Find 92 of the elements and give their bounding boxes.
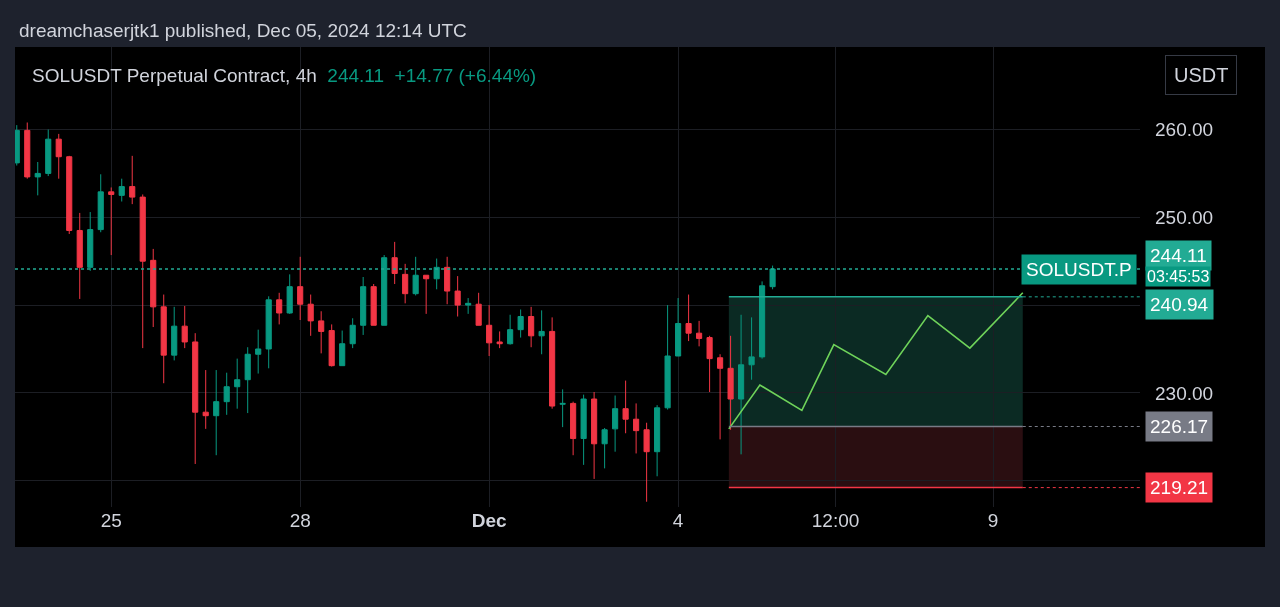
y-tick-label: 260.00 xyxy=(1155,119,1214,141)
x-tick-label: 25 xyxy=(100,510,122,531)
candlestick xyxy=(76,212,83,300)
text: 03:45:53 xyxy=(1147,268,1210,285)
candlestick xyxy=(45,129,52,177)
ref-line-label: 226.17 xyxy=(1150,416,1209,437)
candlestick xyxy=(454,275,461,317)
candlestick xyxy=(717,353,724,440)
candlestick xyxy=(727,335,734,431)
candlestick xyxy=(171,306,178,361)
candlestick xyxy=(528,306,535,348)
candlestick xyxy=(150,248,157,328)
candlestick xyxy=(423,274,430,315)
candlestick xyxy=(34,161,41,196)
candlestick xyxy=(286,273,293,315)
candlestick xyxy=(402,263,409,304)
candlestick xyxy=(444,256,451,305)
text: USDT xyxy=(1174,64,1229,86)
candlestick xyxy=(24,122,31,180)
candlestick xyxy=(769,265,776,290)
annotation: SOLUSDT.P xyxy=(1026,259,1132,280)
y-tick-label: 250.00 xyxy=(1155,206,1214,228)
text: SOLUSDT Perpetual Contract, 4h xyxy=(32,65,317,86)
candlestick xyxy=(265,295,272,369)
candlestick xyxy=(622,380,629,434)
candlestick xyxy=(486,304,493,357)
candlestick xyxy=(360,276,367,336)
candlestick xyxy=(370,283,377,326)
candlestick xyxy=(139,193,146,349)
candlestick xyxy=(192,332,199,465)
x-tick-label: Dec xyxy=(471,510,507,531)
candlestick xyxy=(276,292,283,325)
x-tick-label: 9 xyxy=(987,510,999,531)
candlestick xyxy=(538,309,545,355)
candlestick xyxy=(66,155,73,235)
candlestick xyxy=(591,391,598,480)
candlestick xyxy=(213,369,220,456)
candlestick xyxy=(118,178,125,202)
candlestick xyxy=(664,304,671,411)
candlestick xyxy=(234,358,241,410)
candlestick xyxy=(633,402,640,454)
candlestick xyxy=(181,305,188,349)
candlestick xyxy=(391,241,398,285)
candlestick xyxy=(339,330,346,367)
candlestick xyxy=(108,186,115,256)
candlestick xyxy=(496,330,503,349)
candlestick xyxy=(570,401,577,456)
candlestick xyxy=(601,427,608,469)
y-tick-label: 230.00 xyxy=(1155,382,1214,404)
candlestick xyxy=(87,211,94,272)
candlestick xyxy=(748,316,755,381)
candlestick xyxy=(223,372,230,416)
ref-line-label: 244.11 xyxy=(1150,245,1207,266)
candlestick xyxy=(549,316,556,410)
candlestick xyxy=(349,317,356,349)
candlestick xyxy=(475,292,482,326)
candlestick xyxy=(129,155,136,205)
candlestick xyxy=(297,256,304,321)
candlestick xyxy=(160,294,167,384)
candlestick xyxy=(643,422,650,503)
x-tick-label: 4 xyxy=(672,510,684,531)
candlestick xyxy=(675,297,682,357)
x-tick-label: 28 xyxy=(289,510,311,531)
candlestick xyxy=(433,258,440,290)
text: dreamchaserjtk1 published, Dec 05, 2024 12:14 UTC xyxy=(19,20,467,41)
candlestick xyxy=(612,395,619,453)
ref-line-label: 219.21 xyxy=(1150,477,1209,498)
candlestick xyxy=(255,329,262,375)
candlestick xyxy=(381,254,388,326)
ref-line-label: 240.94 xyxy=(1150,294,1209,315)
candlestick xyxy=(507,314,514,346)
text: 244.11 +14.77 (+6.44%) xyxy=(327,65,537,86)
candlestick xyxy=(696,320,703,347)
candlestick xyxy=(55,133,62,180)
candlestick xyxy=(328,323,335,368)
candlestick xyxy=(759,280,766,360)
candlestick xyxy=(412,256,419,296)
candlestick xyxy=(202,369,209,430)
candlestick xyxy=(244,346,251,414)
candlestick xyxy=(685,294,692,342)
candlestick xyxy=(517,308,524,339)
candlestick xyxy=(97,173,104,233)
candlestick xyxy=(465,297,472,315)
candlestick xyxy=(654,404,661,477)
candlestick xyxy=(738,314,745,455)
candlestick xyxy=(706,335,713,393)
candlestick xyxy=(559,388,566,428)
candlestick xyxy=(15,124,20,167)
candlestick xyxy=(318,310,325,354)
candlestick xyxy=(307,294,314,337)
candlestick xyxy=(580,394,587,466)
x-tick-label: 12:00 xyxy=(811,510,860,531)
